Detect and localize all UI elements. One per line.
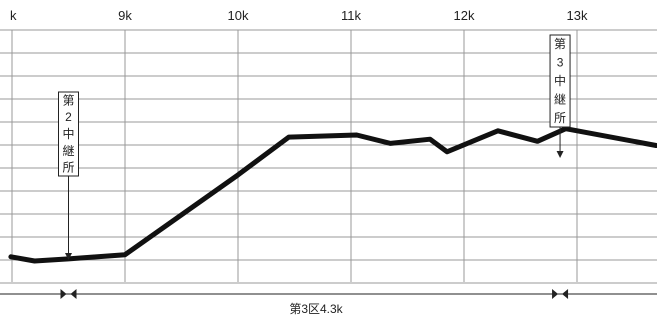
x-tick-label: 13k (567, 8, 588, 23)
annotation-arrowhead (556, 151, 564, 158)
annotation-char: 3 (557, 56, 564, 70)
section-end-arrowhead (552, 289, 559, 299)
annotation-arrowhead (65, 253, 72, 260)
annotation-char: 継 (554, 91, 566, 106)
annotation-char: 所 (554, 111, 566, 125)
x-tick-label: 10k (228, 8, 249, 23)
annotation-char: 2 (65, 110, 72, 124)
annotation-char: 中 (62, 126, 74, 141)
section-indicator: 第3区4.3k (60, 289, 569, 316)
section-start-arrowhead (60, 289, 67, 299)
annotation-char: 第 (62, 93, 74, 107)
section-end-arrowhead (562, 289, 569, 299)
annotation-char: 中 (554, 73, 566, 88)
elevation-line (8, 126, 657, 264)
x-tick-label: 12k (454, 8, 475, 23)
relay-station-annotation: 第 2 中継所 (58, 91, 79, 260)
x-tick-label: k (10, 8, 17, 23)
x-axis-tick-labels: k 9k 10k 11k 12k 13k (10, 8, 588, 23)
relay-station-annotation: 第 3 中継所 (549, 34, 571, 158)
annotation-char: 継 (62, 143, 74, 158)
annotation-char: 所 (62, 161, 74, 175)
elevation-series (8, 126, 657, 264)
x-tick-label: 11k (341, 8, 361, 23)
grid (0, 29, 657, 295)
section-start-arrowhead (70, 289, 77, 299)
section-label: 第3区4.3k (289, 302, 343, 316)
annotation-char: 第 (554, 37, 566, 51)
x-tick-label: 9k (118, 8, 132, 23)
